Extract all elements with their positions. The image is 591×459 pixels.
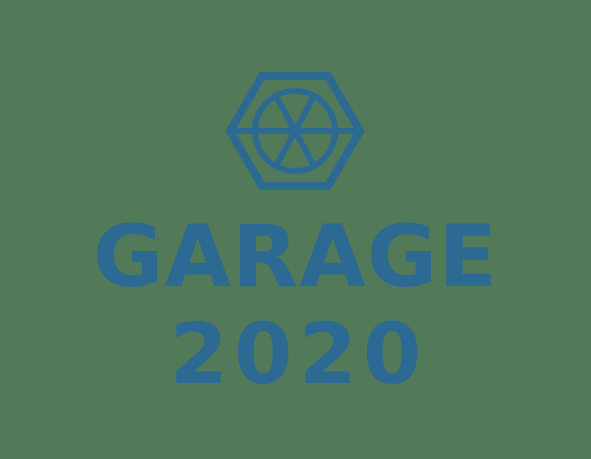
- logo-word-garage: GARAGE: [92, 207, 499, 307]
- hexagon-wheel-icon: [225, 72, 365, 190]
- logo-word-year: 2020: [169, 305, 428, 403]
